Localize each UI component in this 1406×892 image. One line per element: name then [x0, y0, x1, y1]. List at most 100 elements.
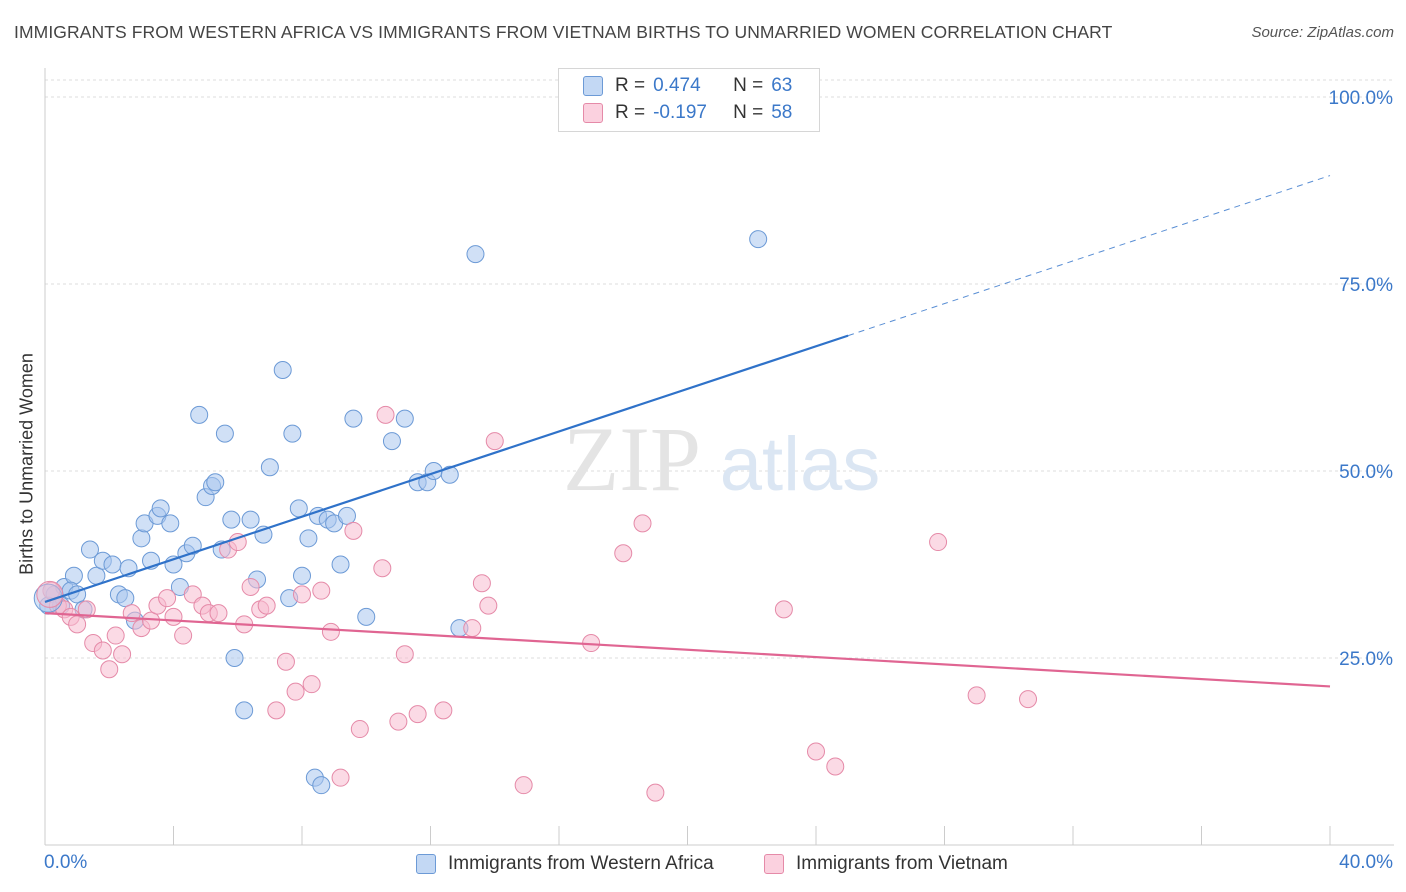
trend-lines — [44, 175, 1331, 688]
point-western-africa — [80, 540, 99, 559]
trend-line-western-africa — [44, 334, 849, 603]
point-vietnam — [267, 701, 286, 720]
legend-row-western-africa: R = 0.474 N = 63 — [583, 73, 792, 99]
point-western-africa — [235, 701, 254, 720]
legend-swatch-blue — [583, 76, 603, 96]
y-tick-label: 50.0% — [1339, 462, 1393, 483]
point-western-africa — [344, 409, 363, 428]
point-vietnam — [241, 577, 260, 596]
legend-n-label: N = — [733, 75, 764, 96]
legend-n-value: 63 — [771, 75, 793, 96]
point-vietnam — [113, 645, 132, 664]
y-tick-label: 100.0% — [1329, 88, 1394, 109]
point-vietnam — [174, 626, 193, 645]
point-western-africa — [466, 245, 485, 264]
point-vietnam — [350, 720, 369, 739]
point-western-africa — [337, 506, 356, 525]
source-label: Source: ZipAtlas.com — [1251, 24, 1394, 41]
point-western-africa — [289, 499, 308, 518]
point-vietnam — [68, 615, 87, 634]
point-western-africa — [440, 465, 459, 484]
point-vietnam — [646, 783, 665, 802]
x-tick-min: 0.0% — [44, 852, 88, 873]
legend-n-label: N = — [733, 102, 764, 123]
point-western-africa — [260, 458, 279, 477]
legend-row-vietnam: R = -0.197 N = 58 — [583, 100, 792, 126]
point-western-africa — [151, 499, 170, 518]
point-western-africa — [357, 607, 376, 626]
point-vietnam — [344, 521, 363, 540]
series-name: Immigrants from Western Africa — [448, 853, 714, 874]
point-vietnam — [395, 645, 414, 664]
point-vietnam — [929, 533, 948, 552]
point-western-africa — [190, 405, 209, 424]
point-vietnam — [77, 600, 96, 619]
point-vietnam — [293, 585, 311, 604]
point-vietnam — [807, 742, 825, 761]
point-vietnam — [967, 686, 986, 705]
point-western-africa — [299, 529, 318, 548]
point-vietnam — [389, 712, 408, 731]
point-vietnam — [321, 622, 340, 641]
watermark-zip: ZIP — [563, 408, 701, 510]
point-vietnam — [312, 581, 331, 600]
point-vietnam — [463, 619, 482, 638]
point-vietnam — [106, 626, 125, 645]
series-name: Immigrants from Vietnam — [796, 853, 1008, 874]
series-legend-western-africa: Immigrants from Western Africa — [416, 850, 714, 878]
point-vietnam — [302, 675, 321, 694]
point-vietnam — [158, 589, 177, 608]
point-vietnam — [100, 660, 119, 679]
point-vietnam — [774, 600, 793, 619]
legend-r-label: R = — [615, 75, 646, 96]
point-western-africa — [132, 529, 151, 548]
x-tick-max: 40.0% — [1339, 852, 1393, 873]
point-western-africa — [215, 424, 234, 443]
watermark-atlas: atlas — [720, 422, 881, 507]
legend-r-label: R = — [615, 102, 646, 123]
point-vietnam — [434, 701, 453, 720]
trend-line-vietnam — [44, 612, 1331, 688]
point-vietnam — [276, 652, 295, 671]
point-vietnam — [373, 559, 392, 578]
series-swatch-pink — [764, 854, 784, 874]
point-vietnam — [485, 432, 504, 451]
point-western-africa — [293, 566, 311, 585]
point-vietnam — [331, 768, 350, 787]
chart-title: IMMIGRANTS FROM WESTERN AFRICA VS IMMIGR… — [14, 22, 1113, 42]
point-vietnam — [408, 705, 427, 724]
y-tick-labels: 25.0% 50.0% 75.0% 100.0% — [1329, 88, 1394, 670]
point-western-africa — [382, 432, 401, 451]
point-vietnam — [826, 757, 845, 776]
point-vietnam — [633, 514, 652, 533]
point-western-africa — [225, 649, 244, 667]
point-vietnam — [1019, 690, 1038, 709]
point-western-africa — [161, 514, 180, 533]
point-vietnam — [614, 544, 633, 563]
point-western-africa — [87, 566, 106, 585]
point-vietnam — [93, 641, 112, 660]
point-western-africa — [283, 424, 302, 443]
point-vietnam — [479, 596, 498, 615]
point-western-africa — [395, 409, 414, 428]
series-legend-vietnam: Immigrants from Vietnam — [764, 850, 1008, 878]
series-swatch-blue — [416, 854, 436, 874]
point-vietnam — [514, 776, 533, 795]
point-vietnam — [286, 682, 305, 701]
point-western-africa — [222, 510, 241, 529]
point-western-africa — [206, 473, 225, 492]
point-western-africa — [64, 566, 83, 585]
trend-line-western-africa-extension — [847, 175, 1331, 337]
point-vietnam — [36, 580, 64, 608]
legend-swatch-pink — [583, 103, 603, 123]
point-vietnam — [228, 533, 247, 552]
point-western-africa — [241, 510, 260, 529]
legend-r-value: 0.474 — [653, 75, 701, 96]
point-western-africa — [103, 555, 122, 574]
series-legend: Immigrants from Western Africa Immigrant… — [0, 850, 1406, 878]
point-vietnam — [257, 596, 276, 615]
axes — [44, 68, 1394, 846]
point-vietnam — [376, 405, 395, 424]
point-western-africa — [116, 589, 135, 608]
